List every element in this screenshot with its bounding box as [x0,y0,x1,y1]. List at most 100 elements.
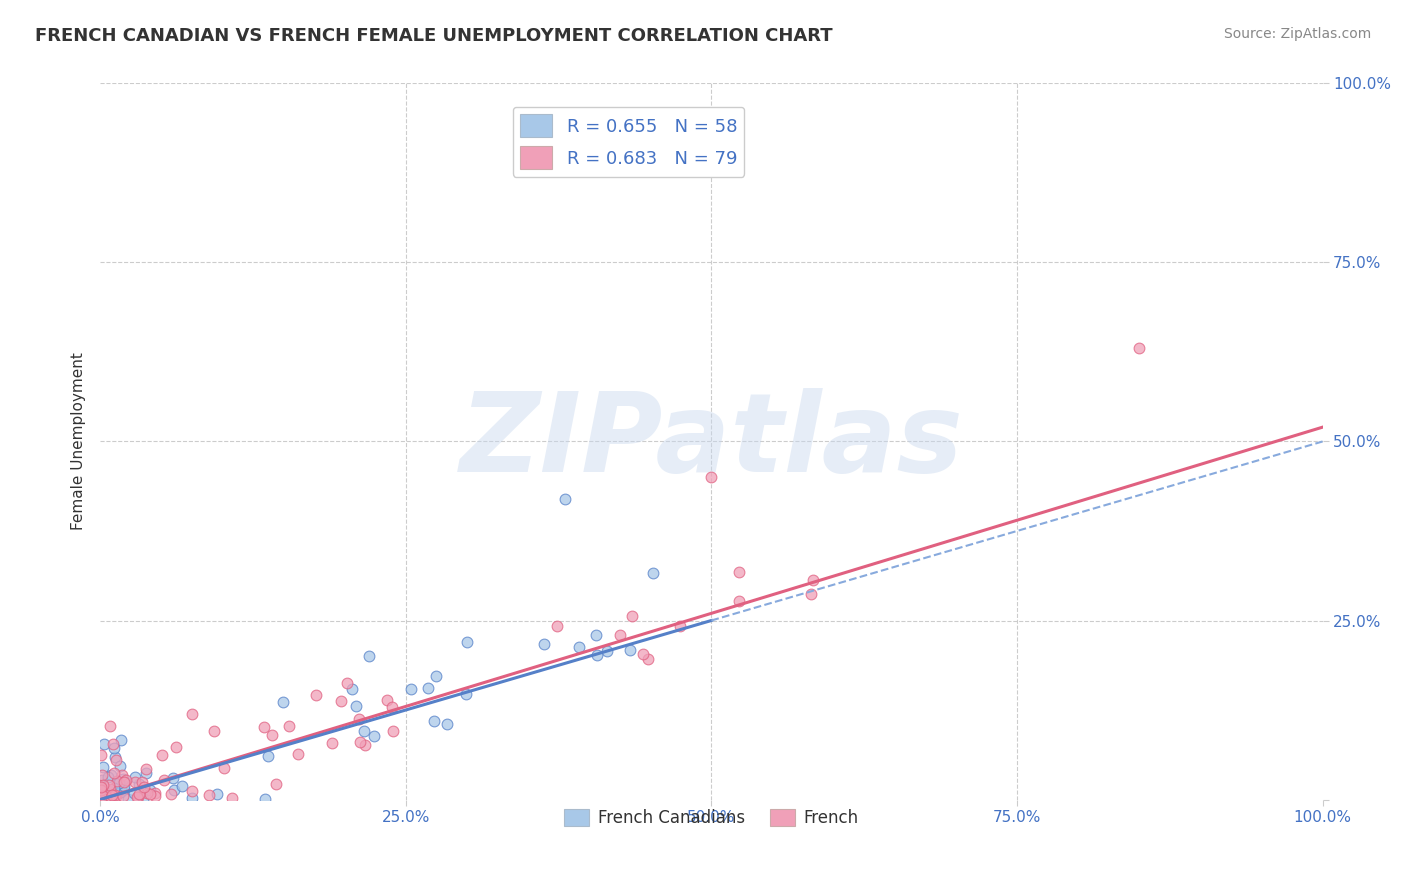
Point [124,770,146,784]
Point [728,594,751,608]
Point [262,728,284,742]
Point [98,778,121,792]
Point [100,719,122,733]
Point [609,628,631,642]
Point [91,789,114,804]
Text: Source: ZipAtlas.com: Source: ZipAtlas.com [1223,27,1371,41]
Point [103,788,125,802]
Point [91,760,114,774]
Point [305,688,328,702]
Point [586,648,609,663]
Point [165,739,187,754]
Point [117,792,139,806]
Point [128,787,150,801]
Point [131,791,153,805]
Point [103,740,125,755]
Y-axis label: Female Unemployment: Female Unemployment [72,352,86,531]
Point [91,768,114,782]
Point [111,772,134,786]
Point [98,782,121,797]
Point [112,774,135,789]
Point [132,780,155,794]
Point [100,768,122,782]
Point [139,783,162,797]
Point [97,771,120,785]
Point [205,787,228,801]
Point [139,787,162,801]
Point [212,761,235,775]
Point [160,787,183,801]
Point [349,735,371,749]
Point [340,681,363,696]
Point [100,791,122,805]
Point [375,692,398,706]
Legend: French Canadians, French: French Canadians, French [558,803,865,834]
Point [198,788,221,802]
Point [620,609,643,624]
Point [131,775,153,789]
Point [90,747,112,762]
Point [456,688,478,702]
Point [202,723,225,738]
Point [266,777,288,791]
Point [112,779,135,793]
Point [349,712,371,726]
Point [271,695,294,709]
Point [221,791,243,805]
Point [321,736,343,750]
Point [91,773,114,788]
Point [330,694,353,708]
Point [115,773,138,788]
Point [353,723,375,738]
Point [93,737,115,751]
Point [90,782,112,797]
Point [91,789,114,803]
Point [143,789,166,804]
Point [336,676,359,690]
Point [568,640,591,655]
Point [554,491,576,506]
Point [96,782,118,797]
Text: ZIPatlas: ZIPatlas [460,388,963,495]
Point [111,789,134,804]
Point [110,785,132,799]
Point [181,783,204,797]
Point [381,699,404,714]
Point [122,786,145,800]
Point [100,789,122,804]
Point [800,587,823,601]
Point [108,758,131,772]
Point [143,786,166,800]
Point [110,781,132,796]
Point [124,775,146,789]
Point [101,737,124,751]
Point [643,566,665,580]
Point [357,649,380,664]
Point [103,765,125,780]
Point [354,738,377,752]
Point [727,565,749,579]
Point [107,774,129,789]
Point [107,786,129,800]
Point [1128,342,1150,356]
Point [180,790,202,805]
Point [104,753,127,767]
Point [90,781,112,796]
Text: FRENCH CANADIAN VS FRENCH FEMALE UNEMPLOYMENT CORRELATION CHART: FRENCH CANADIAN VS FRENCH FEMALE UNEMPLO… [35,27,832,45]
Point [416,681,439,695]
Point [150,748,173,763]
Point [112,781,135,796]
Point [96,788,118,802]
Point [346,698,368,713]
Point [254,792,277,806]
Point [585,628,607,642]
Point [287,747,309,761]
Point [257,748,280,763]
Point [382,724,405,739]
Point [546,619,568,633]
Point [619,643,641,657]
Point [91,778,114,792]
Point [111,767,134,781]
Point [700,470,723,484]
Point [669,619,692,633]
